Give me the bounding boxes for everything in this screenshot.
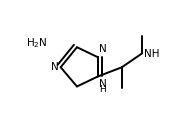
Text: NH: NH	[144, 49, 160, 59]
Text: H$_2$N: H$_2$N	[26, 36, 48, 50]
Text: H: H	[99, 85, 106, 94]
Text: N: N	[99, 44, 107, 54]
Text: N: N	[51, 62, 59, 72]
Text: N: N	[99, 79, 107, 89]
